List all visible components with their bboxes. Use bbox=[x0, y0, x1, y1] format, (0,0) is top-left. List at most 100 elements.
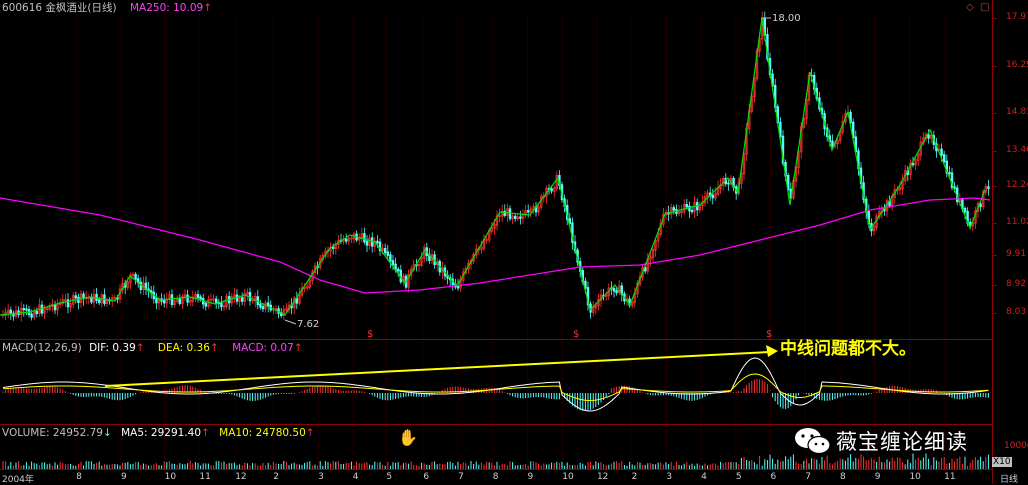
low-price-label: 7.62 bbox=[297, 319, 320, 330]
volume-unit: X10 bbox=[992, 457, 1012, 467]
event-mark[interactable]: $ bbox=[766, 329, 773, 340]
candle-body bbox=[344, 238, 348, 242]
candle-body bbox=[181, 296, 184, 304]
candle-body bbox=[500, 210, 504, 217]
high-price-label: 18.00 bbox=[772, 13, 801, 24]
candle-body bbox=[680, 210, 683, 214]
volume-axis-top: 10000 bbox=[1004, 441, 1028, 451]
candle-body bbox=[690, 209, 694, 213]
candle-body bbox=[383, 248, 387, 254]
wechat-icon bbox=[795, 428, 831, 455]
price-axis-label: 13.46 bbox=[1006, 145, 1028, 155]
candle-body bbox=[396, 268, 400, 272]
trend-arrow-line bbox=[104, 351, 771, 387]
month-label: 8 bbox=[76, 472, 82, 482]
price-axis-tick bbox=[992, 186, 997, 187]
candle-body bbox=[347, 237, 350, 242]
event-mark[interactable]: $ bbox=[573, 329, 580, 340]
right-axis-line bbox=[992, 0, 993, 484]
chart-canvas[interactable] bbox=[0, 0, 992, 484]
candle-body bbox=[495, 215, 499, 226]
ma10-value: MA10: 24780.50 bbox=[219, 427, 306, 439]
price-axis-label: 8.03 bbox=[1006, 307, 1027, 317]
ma5-arrow: ↑ bbox=[201, 427, 210, 439]
candle-body bbox=[511, 215, 514, 220]
candle-body bbox=[134, 273, 137, 280]
candle-body bbox=[126, 281, 130, 288]
candle-body bbox=[368, 237, 371, 246]
candle-body bbox=[74, 295, 78, 299]
dif-value: DIF: 0.39 bbox=[89, 342, 136, 354]
watermark-text: 薇宝缠论细读 bbox=[836, 430, 968, 454]
volume-value: VOLUME: 24952.79 bbox=[2, 427, 103, 439]
candle-body bbox=[927, 134, 930, 139]
price-axis-tick bbox=[992, 151, 997, 152]
candle-body bbox=[259, 303, 262, 308]
candle-body bbox=[942, 154, 946, 163]
ma250-arrow: ↑ bbox=[203, 2, 212, 14]
candle-body bbox=[732, 177, 735, 188]
candle-body bbox=[30, 313, 33, 318]
hand-cursor-icon: ✋ bbox=[398, 428, 418, 447]
candle-body bbox=[241, 297, 244, 302]
candle-body bbox=[550, 188, 553, 192]
candle-body bbox=[6, 309, 10, 314]
candle-body bbox=[498, 214, 501, 218]
candle-body bbox=[363, 233, 366, 243]
candle-body bbox=[209, 298, 213, 301]
candle-body bbox=[529, 208, 533, 213]
price-panel-divider bbox=[0, 339, 992, 340]
candle-body bbox=[376, 240, 379, 244]
price-axis-tick bbox=[992, 285, 997, 286]
month-label: 4 bbox=[352, 472, 359, 482]
candle-body bbox=[251, 299, 254, 302]
candle-body bbox=[976, 203, 980, 212]
candle-body bbox=[490, 227, 493, 232]
candle-body bbox=[204, 302, 207, 307]
month-label: 10 bbox=[164, 472, 177, 482]
candle-body bbox=[196, 294, 200, 299]
candle-body bbox=[144, 282, 148, 291]
diamond-icon[interactable]: ◇ bbox=[966, 2, 974, 13]
candle-body bbox=[929, 135, 933, 139]
candle-body bbox=[987, 186, 990, 190]
year-label: 2004年 bbox=[2, 475, 34, 485]
price-axis-label: 14.81 bbox=[1006, 107, 1028, 117]
macd-histogram bbox=[2, 379, 989, 411]
candle-body bbox=[519, 216, 522, 219]
candle-body bbox=[714, 192, 717, 199]
candle-body bbox=[98, 299, 101, 304]
candle-body bbox=[537, 205, 540, 213]
square-icon[interactable]: □ bbox=[980, 2, 990, 13]
candle-body bbox=[285, 307, 288, 311]
candle-body bbox=[69, 303, 72, 308]
candle-body bbox=[35, 310, 39, 314]
candle-body bbox=[688, 205, 691, 212]
candle-body bbox=[19, 308, 23, 316]
dif-arrow: ↑ bbox=[135, 342, 145, 354]
ma250-label: MA250: 10.09 bbox=[129, 2, 204, 14]
price-axis-tick bbox=[992, 18, 997, 19]
candle-body bbox=[220, 302, 223, 308]
candle-body bbox=[844, 113, 847, 123]
candle-body bbox=[914, 159, 917, 166]
volume-panel-divider bbox=[0, 469, 992, 470]
candle-body bbox=[168, 294, 171, 301]
price-axis-tick bbox=[992, 313, 997, 314]
candle-body bbox=[386, 251, 389, 256]
candle-body bbox=[261, 306, 265, 310]
price-axis-label: 16.29 bbox=[1006, 60, 1028, 70]
candle-body bbox=[480, 247, 483, 250]
price-axis-label: 11.02 bbox=[1006, 217, 1028, 227]
candle-body bbox=[898, 187, 902, 191]
candle-body bbox=[43, 308, 46, 314]
price-axis-tick bbox=[992, 113, 997, 114]
watermark: 薇宝缠论细读 bbox=[792, 425, 968, 457]
month-label: 7 bbox=[458, 472, 464, 482]
event-mark[interactable]: $ bbox=[367, 329, 374, 340]
candle-body bbox=[654, 239, 657, 251]
candle-body bbox=[485, 238, 488, 241]
month-label: 2 bbox=[273, 472, 279, 482]
candle-body bbox=[389, 254, 392, 262]
candle-body bbox=[370, 237, 374, 247]
